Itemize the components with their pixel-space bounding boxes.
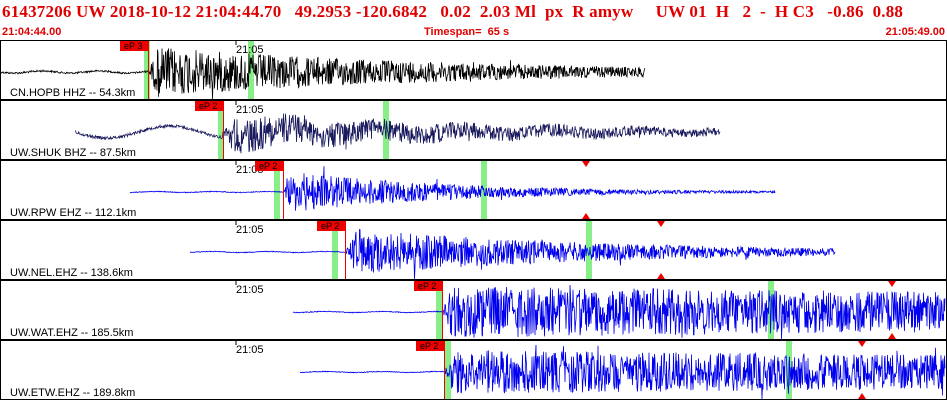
pick-band bbox=[218, 101, 224, 159]
pick-flag[interactable] bbox=[317, 221, 345, 231]
pick-band bbox=[248, 41, 254, 99]
window-start-time: 21:04:44.00 bbox=[2, 26, 62, 38]
time-label: 21:05 bbox=[236, 284, 264, 296]
pick-label[interactable]: eP 3 bbox=[124, 41, 142, 51]
marker-up-icon bbox=[858, 393, 866, 399]
trace-row[interactable]: 21:05 eP 2 UW.SHUK BHZ -- 87.5km bbox=[0, 100, 947, 160]
pick-label[interactable]: eP 2 bbox=[321, 221, 339, 231]
pick-flag[interactable] bbox=[120, 41, 148, 51]
marker-up-icon bbox=[657, 273, 665, 279]
time-label: 21:05 bbox=[236, 344, 264, 356]
marker-up-icon bbox=[582, 213, 590, 219]
pick-band bbox=[436, 281, 442, 339]
marker-up-icon bbox=[888, 333, 896, 339]
trace-row[interactable]: 21:05 eP 2 UW.NEL.EHZ -- 138.6km bbox=[0, 220, 947, 280]
marker-down-icon bbox=[858, 341, 866, 347]
station-label: UW.WAT.EHZ -- 185.5km bbox=[10, 327, 133, 339]
waveform-trace[interactable] bbox=[292, 284, 946, 340]
trace-row[interactable]: 21:05 eP 2 UW.ETW.EHZ -- 189.8km bbox=[0, 340, 947, 400]
pick-label[interactable]: eP 2 bbox=[420, 341, 438, 351]
station-label: UW.ETW.EHZ -- 189.8km bbox=[10, 387, 135, 399]
marker-down-icon bbox=[657, 221, 665, 227]
waveform-trace[interactable] bbox=[189, 229, 836, 280]
pick-flag[interactable] bbox=[255, 161, 283, 171]
pick-band bbox=[586, 221, 592, 279]
pick-label[interactable]: eP 2 bbox=[199, 101, 217, 111]
pick-band bbox=[445, 341, 451, 399]
pick-band bbox=[332, 221, 338, 279]
time-label: 21:05 bbox=[236, 104, 264, 116]
seismogram-panel[interactable]: 21:05 eP 3 CN.HOPB HHZ -- 54.3km 21:05 eP 2 U… bbox=[0, 40, 947, 400]
marker-down-icon bbox=[582, 161, 590, 167]
pick-flag[interactable] bbox=[195, 101, 223, 111]
pick-band bbox=[144, 41, 150, 99]
pick-flag[interactable] bbox=[416, 341, 444, 351]
trace-row[interactable]: 21:05 eP 2 UW.WAT.EHZ -- 185.5km bbox=[0, 280, 947, 340]
time-label: 21:05 bbox=[236, 224, 264, 236]
waveform-trace[interactable] bbox=[0, 48, 646, 100]
waveform-trace[interactable] bbox=[299, 344, 946, 400]
station-label: CN.HOPB HHZ -- 54.3km bbox=[10, 87, 135, 99]
pick-band bbox=[274, 161, 280, 219]
pick-label[interactable]: eP 2 bbox=[259, 161, 277, 171]
event-summary-title: 61437206 UW 2018-10-12 21:04:44.70 49.29… bbox=[2, 2, 904, 21]
pick-flag[interactable] bbox=[414, 281, 442, 291]
waveform-trace[interactable] bbox=[75, 113, 721, 154]
waveform-trace[interactable] bbox=[129, 166, 776, 211]
station-label: UW.NEL.EHZ -- 138.6km bbox=[10, 267, 133, 279]
station-label: UW.SHUK BHZ -- 87.5km bbox=[10, 147, 136, 159]
time-label: 21:05 bbox=[236, 44, 264, 56]
trace-row[interactable]: 21:05 eP 3 CN.HOPB HHZ -- 54.3km bbox=[0, 40, 947, 100]
pick-label[interactable]: eP 2 bbox=[418, 281, 436, 291]
timespan-label: Timespan= 65 s bbox=[424, 26, 510, 38]
event-header: 61437206 UW 2018-10-12 21:04:44.70 49.29… bbox=[0, 0, 947, 40]
window-end-time: 21:05:49.00 bbox=[885, 26, 945, 38]
station-label: UW.RPW EHZ -- 112.1km bbox=[10, 207, 136, 219]
marker-down-icon bbox=[888, 281, 896, 287]
